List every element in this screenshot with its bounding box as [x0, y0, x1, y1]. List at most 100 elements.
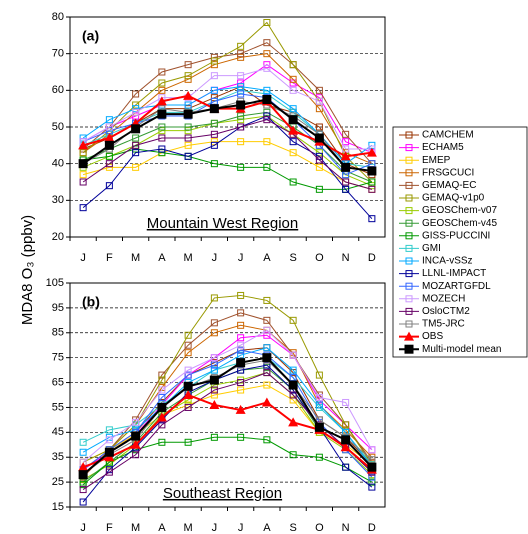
- legend-label: GEMAQ-EC: [422, 180, 476, 191]
- point: [184, 141, 192, 149]
- point: [342, 185, 350, 193]
- point: [237, 90, 245, 98]
- y-axis-label: MDA8 O₃ (ppbv): [19, 215, 36, 325]
- legend-label: ECHAM5: [422, 142, 464, 153]
- point: [263, 331, 271, 339]
- point: [210, 366, 218, 374]
- legend-label: OBS: [422, 331, 443, 342]
- point: [368, 473, 376, 481]
- point: [210, 61, 218, 69]
- y-tick-label: 30: [52, 194, 64, 206]
- x-tick-label: M: [184, 522, 193, 534]
- legend-marker: [405, 232, 413, 240]
- point: [105, 426, 113, 434]
- point: [237, 42, 245, 50]
- legend-marker: [405, 207, 413, 215]
- series-line: [82, 329, 373, 463]
- legend-label: GEOSChem-v07: [422, 205, 497, 216]
- point: [210, 329, 218, 337]
- point: [157, 109, 167, 119]
- legend-label: TM5-JRC: [422, 319, 465, 330]
- legend-marker: [405, 307, 413, 315]
- point: [210, 94, 218, 102]
- series-line: [82, 436, 373, 485]
- legend-box: [392, 126, 528, 358]
- point: [105, 116, 113, 124]
- point: [79, 438, 87, 446]
- point: [184, 61, 192, 69]
- point: [263, 39, 271, 47]
- point: [158, 376, 166, 384]
- point: [132, 149, 140, 157]
- point: [263, 296, 271, 304]
- point: [78, 462, 89, 472]
- point: [158, 149, 166, 157]
- point: [210, 354, 218, 362]
- point: [105, 182, 113, 190]
- point: [132, 145, 140, 153]
- point: [263, 369, 271, 377]
- point: [104, 447, 114, 457]
- point: [315, 149, 323, 157]
- point: [237, 86, 245, 94]
- legend-label: GISS-PUCCINI: [422, 230, 490, 241]
- point: [237, 341, 245, 349]
- legend-marker: [405, 194, 413, 202]
- point: [209, 399, 220, 409]
- point: [261, 397, 272, 407]
- x-tick-label: S: [289, 252, 296, 264]
- point: [78, 470, 88, 480]
- point: [237, 112, 245, 120]
- point: [79, 498, 87, 506]
- point: [131, 124, 141, 134]
- point: [315, 156, 323, 164]
- point: [237, 83, 245, 91]
- series-line: [82, 42, 373, 165]
- point: [288, 380, 298, 390]
- point: [263, 436, 271, 444]
- x-tick-label: J: [80, 252, 86, 264]
- point: [132, 141, 140, 149]
- point: [158, 79, 166, 87]
- point: [368, 478, 376, 486]
- x-tick-label: M: [131, 252, 140, 264]
- point: [263, 316, 271, 324]
- x-tick-label: J: [212, 252, 218, 264]
- point: [289, 138, 297, 146]
- series-line: [83, 148, 373, 190]
- x-tick-label: M: [184, 252, 193, 264]
- x-tick-label: A: [263, 522, 271, 534]
- series-line: [82, 21, 373, 183]
- point: [184, 123, 192, 131]
- point: [132, 101, 140, 109]
- y-tick-label: 65: [52, 376, 64, 388]
- point: [262, 95, 272, 104]
- point: [263, 61, 271, 69]
- y-tick-label: 50: [52, 121, 64, 133]
- point: [263, 64, 271, 72]
- y-tick-label: 75: [52, 352, 64, 364]
- legend-marker: [405, 295, 413, 303]
- point: [79, 149, 87, 157]
- point: [132, 451, 140, 459]
- point: [79, 486, 87, 494]
- legend-marker: [404, 331, 414, 341]
- y-tick-label: 35: [52, 451, 64, 463]
- y-tick-label: 15: [52, 501, 64, 513]
- point: [184, 72, 192, 80]
- point: [184, 331, 192, 339]
- point: [210, 294, 218, 302]
- point: [105, 152, 113, 160]
- point: [366, 147, 377, 157]
- point: [315, 371, 323, 379]
- point: [132, 108, 140, 116]
- panel-label: (a): [82, 28, 99, 44]
- point: [210, 319, 218, 327]
- point: [342, 138, 350, 146]
- point: [78, 140, 89, 150]
- point: [237, 116, 245, 124]
- legend-marker: [405, 257, 413, 265]
- point: [210, 53, 218, 61]
- point: [79, 448, 87, 456]
